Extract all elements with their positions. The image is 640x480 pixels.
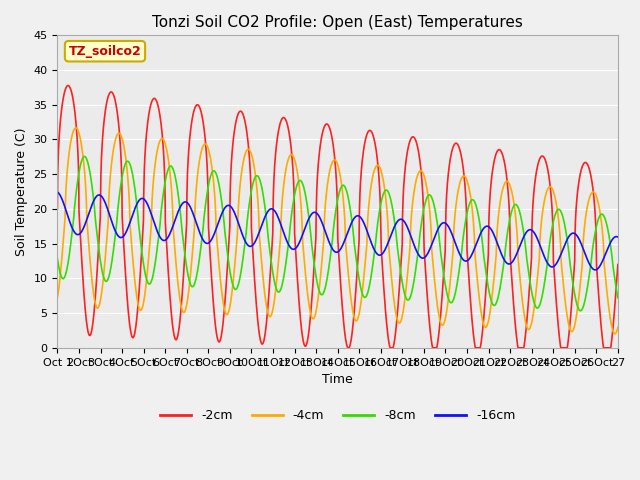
-2cm [312,243,319,249]
Line: -16cm: -16cm [58,192,618,270]
-16cm [495,244,502,250]
-4cm [598,221,605,227]
-8cm [614,295,621,300]
-8cm [83,156,90,161]
Title: Tonzi Soil CO2 Profile: Open (East) Temperatures: Tonzi Soil CO2 Profile: Open (East) Temp… [152,15,523,30]
-4cm [83,196,90,202]
-4cm [598,224,605,229]
-2cm [598,331,605,337]
-8cm [81,154,88,159]
-4cm [54,295,61,300]
-16cm [591,267,599,273]
-2cm [344,345,352,351]
-4cm [611,331,619,336]
-4cm [312,312,319,317]
-2cm [598,334,606,340]
-2cm [64,83,72,88]
-4cm [614,324,621,330]
-8cm [598,211,605,217]
Text: TZ_soilco2: TZ_soilco2 [68,45,141,58]
-16cm [598,259,605,265]
-8cm [577,308,584,313]
-16cm [598,260,605,266]
-8cm [326,255,334,261]
-8cm [54,256,61,262]
-2cm [326,127,334,133]
-16cm [311,209,319,215]
Y-axis label: Soil Temperature (C): Soil Temperature (C) [15,127,28,256]
X-axis label: Time: Time [323,373,353,386]
-4cm [72,125,80,131]
Legend: -2cm, -4cm, -8cm, -16cm: -2cm, -4cm, -8cm, -16cm [155,404,520,427]
-2cm [54,206,61,212]
-8cm [495,290,503,296]
-8cm [312,269,319,275]
Line: -8cm: -8cm [58,156,618,311]
-16cm [82,219,90,225]
-2cm [614,262,621,267]
Line: -2cm: -2cm [58,85,618,348]
-2cm [495,147,503,153]
-8cm [598,211,606,217]
-4cm [326,166,334,172]
-16cm [54,189,61,195]
-4cm [495,208,503,214]
-16cm [614,234,621,240]
Line: -4cm: -4cm [58,128,618,334]
-16cm [326,241,334,247]
-2cm [83,317,90,323]
